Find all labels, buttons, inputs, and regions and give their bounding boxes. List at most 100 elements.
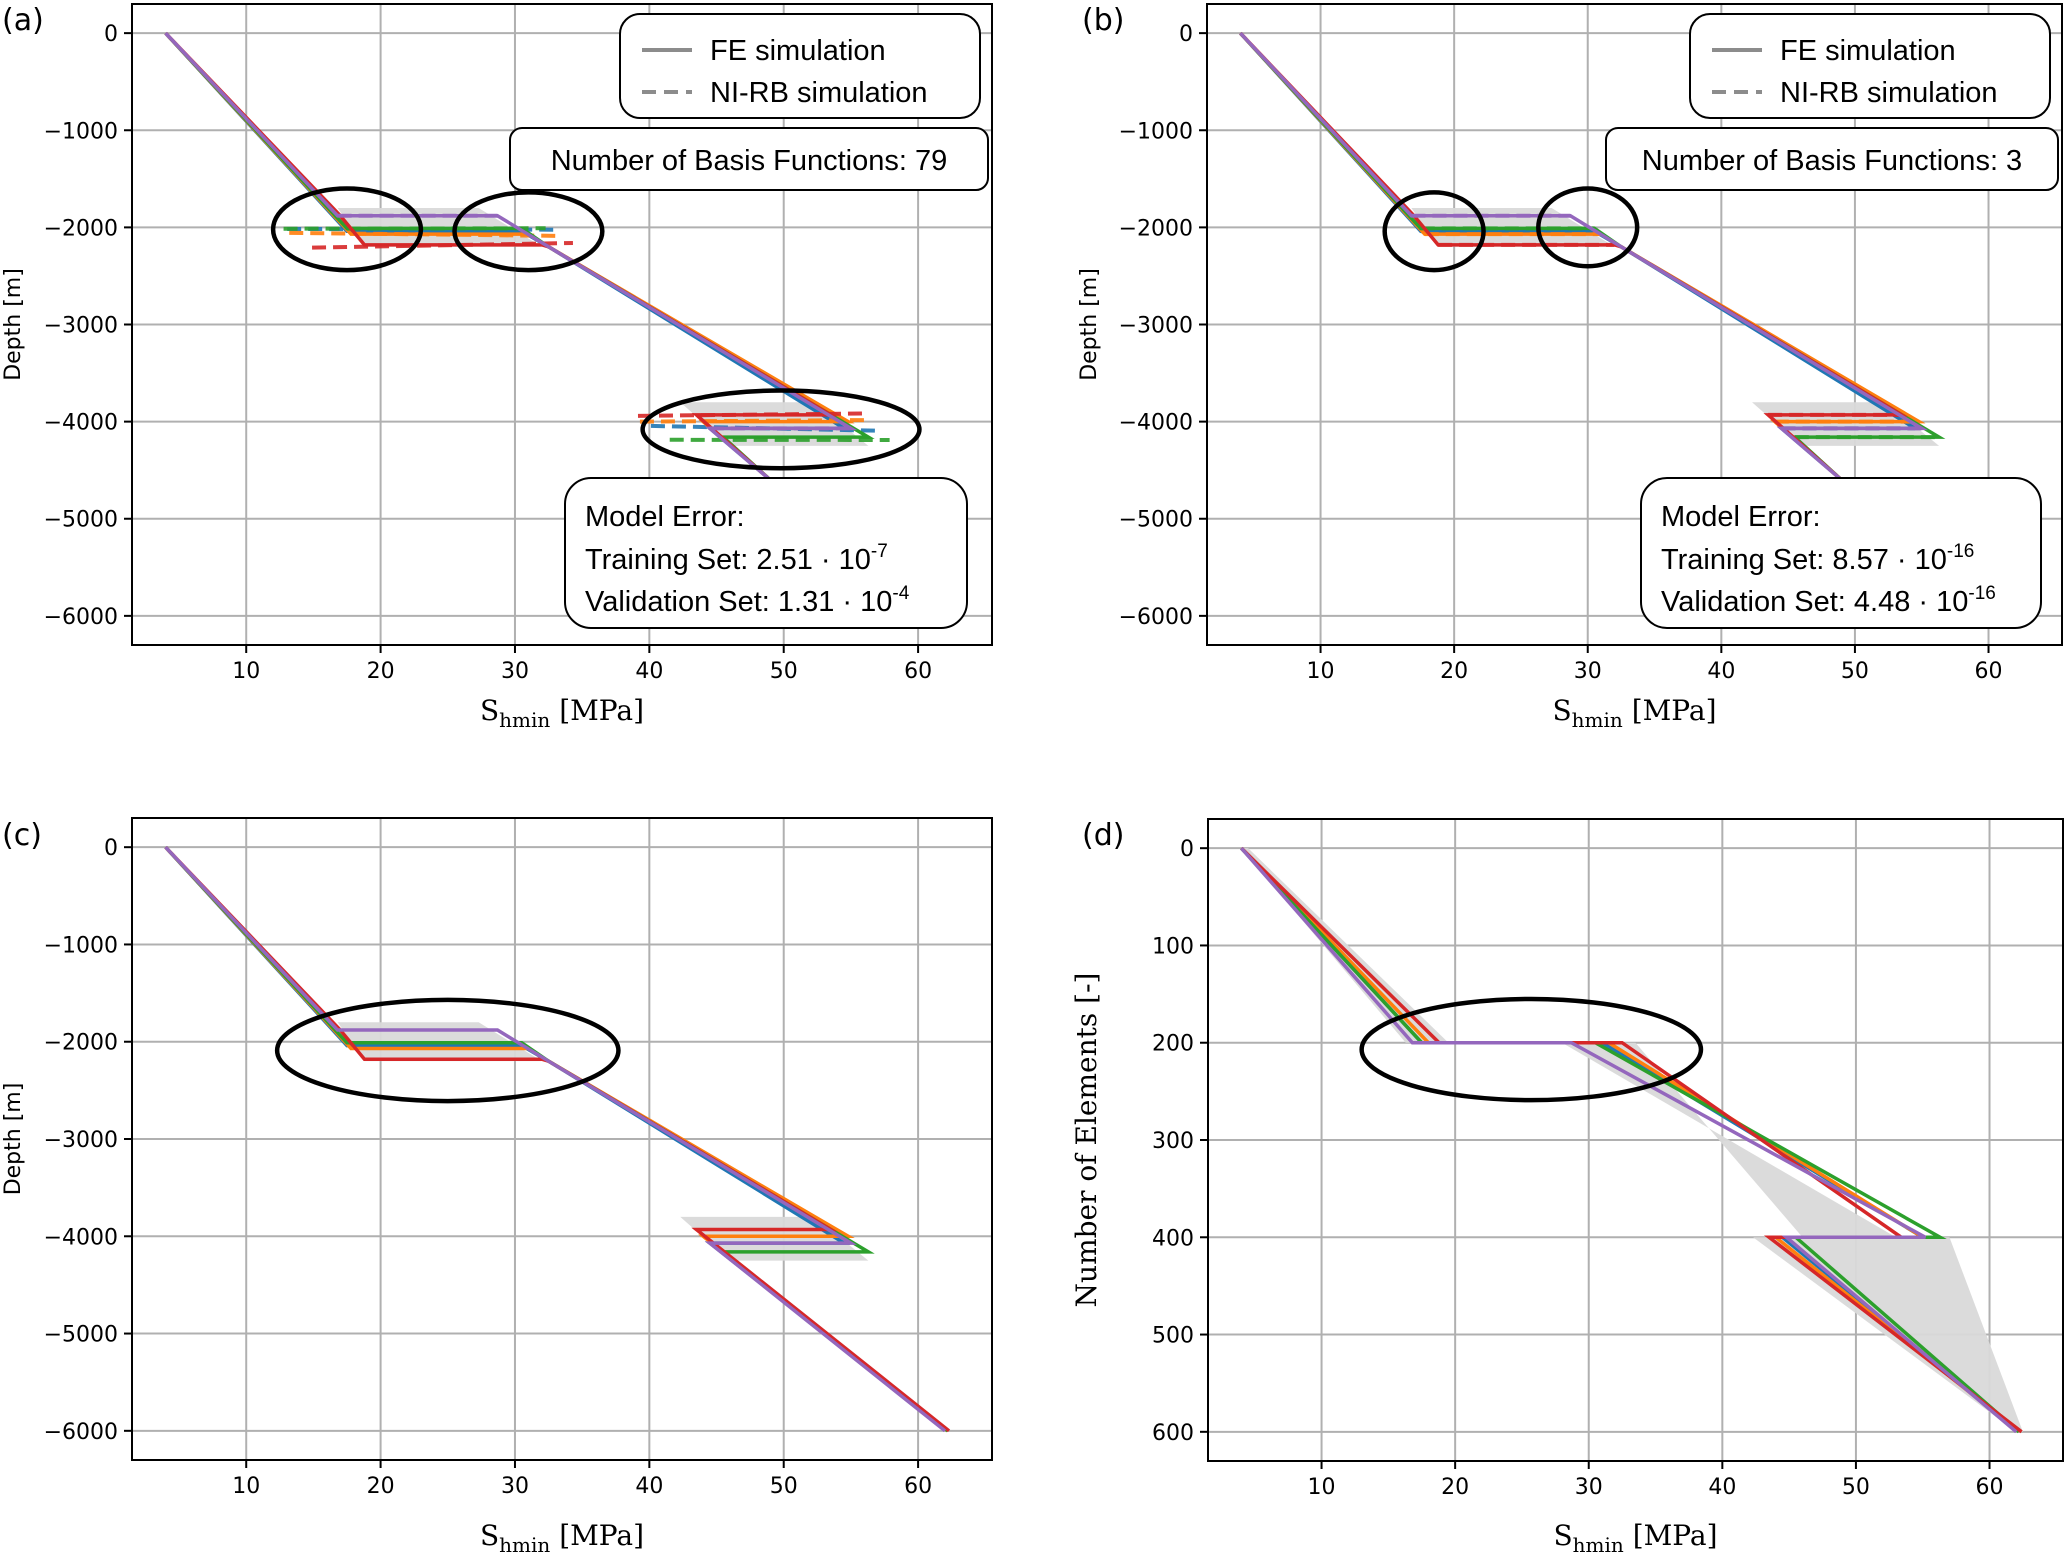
y-tick-label: 0 [104,836,118,861]
y-tick-label: −4000 [44,1225,118,1250]
validation-error: Validation Set: 4.48 · 10-16 [1661,583,1996,618]
y-tick-label: −3000 [1119,314,1193,339]
y-tick-label: −5000 [1119,508,1193,533]
series-line-red [1240,846,2023,1434]
legend-entry-label: FE simulation [710,35,886,67]
x-axis-label: Shmin [MPa] [1553,1519,1717,1555]
y-tick-label: 200 [1152,1032,1194,1057]
x-axis-label-sub: hmin [1572,708,1623,732]
x-tick-label: 40 [635,659,663,684]
panel-label: (d) [1082,818,1124,853]
y-tick-label: −4000 [44,411,118,436]
panel-b: 10 20 30 40 50 60 0 −1000 −2000 −3000 −4000 −5000 −6… [1077,3,2063,732]
basis-functions-box: Number of Basis Functions: 79 [509,127,989,191]
panel-label: (b) [1082,3,1124,38]
y-tick-label: −2000 [1119,216,1193,241]
series-line-green [1240,846,2021,1434]
y-tick-label: −6000 [44,605,118,630]
model-error-frame [564,477,968,629]
training-error-exponent: -7 [871,541,888,562]
y-tick-label: 0 [104,22,118,47]
y-tick-label: −1000 [44,933,118,958]
x-tick-label: 20 [367,659,395,684]
x-axis-label-main: S [1552,694,1571,727]
x-axis-label-unit: [MPa] [1623,694,1717,727]
grid [132,818,992,1460]
basis-functions-frame [1605,127,2059,191]
x-tick-label: 50 [770,659,798,684]
y-tick-label: −1000 [44,119,118,144]
x-tick-label: 30 [501,1474,529,1499]
y-tick-label: −2000 [44,216,118,241]
highlight-ellipse [1536,186,1640,269]
x-axis-label-unit: [MPa] [550,1519,644,1552]
y-tick-label: −6000 [44,1420,118,1445]
x-tick-label: 40 [1707,659,1735,684]
y-axis-label: Depth [m] [1,1083,26,1196]
highlight-ellipse [274,997,621,1104]
y-tick-label: 100 [1152,934,1194,959]
x-tick-label: 30 [1574,659,1602,684]
y-axis-label: Number of Elements [-] [1070,973,1103,1308]
x-axis-label-unit: [MPa] [1624,1519,1718,1552]
x-axis-label: Shmin [MPa] [1552,694,1716,732]
y-tick-label: −1000 [1119,119,1193,144]
training-error: Training Set: 8.57 · 10-16 [1661,541,1974,576]
highlight-ellipse [270,186,424,273]
x-axis-label-sub: hmin [499,1533,550,1555]
highlight-ellipse [640,388,922,471]
x-tick-label: 10 [1307,659,1335,684]
y-tick-label: −6000 [1119,605,1193,630]
y-tick-label: −5000 [44,1323,118,1348]
x-axis-label-main: S [480,1519,499,1552]
x-tick-label: 10 [1308,1475,1336,1500]
x-axis-label-sub: hmin [499,708,550,732]
y-tick-label: −5000 [44,508,118,533]
x-axis-label-sub: hmin [1573,1533,1624,1555]
plot-area [164,845,951,1433]
highlight-ellipse [452,190,605,273]
basis-functions-box: Number of Basis Functions: 3 [1605,127,2059,191]
y-axis-label: Depth [m] [1,268,26,381]
x-tick-label: 30 [501,659,529,684]
model-error-box: Model Error:Training Set: 8.57 · 10-16Va… [1640,477,2042,629]
series-line-purple [164,845,947,1433]
legend: FE simulation NI-RB simulation [619,13,981,119]
model-error-title: Model Error: [585,501,745,533]
x-tick-label: 60 [904,1474,932,1499]
y-tick-label: −2000 [44,1031,118,1056]
x-tick-label: 50 [770,1474,798,1499]
y-tick-label: 400 [1152,1226,1194,1251]
training-error-exponent: -16 [1947,541,1974,562]
x-tick-label: 50 [1842,1475,1870,1500]
training-error-value: Training Set: 8.57 · 10 [1661,544,1947,576]
validation-error: Validation Set: 1.31 · 10-4 [585,583,910,618]
basis-functions-text: Number of Basis Functions: 79 [551,145,948,177]
x-tick-label: 20 [1441,1475,1469,1500]
highlight-ellipse [1382,190,1486,273]
x-axis-label-unit: [MPa] [550,694,644,727]
panel-d: 10 20 30 40 50 600100200300400500600(d)Number… [1070,818,2064,1555]
y-tick-label: 300 [1152,1129,1194,1154]
legend-entry-label: NI-RB simulation [710,77,928,109]
series-dashed-red [312,240,573,250]
model-error-frame [1640,477,2042,629]
validation-error-exponent: -4 [892,583,909,604]
x-axis-label: Shmin [MPa] [480,694,644,732]
panel-a: 10 20 30 40 50 60 0 −1000 −2000 −3000 −4000 −5000 −6… [1,3,993,732]
validation-error-value: Validation Set: 4.48 · 10 [1661,586,1968,618]
basis-functions-text: Number of Basis Functions: 3 [1642,145,2022,177]
x-tick-label: 50 [1841,659,1869,684]
basis-functions-frame [509,127,989,191]
y-tick-label: 0 [1179,22,1193,47]
legend-box [1689,13,2051,119]
legend-box [619,13,981,119]
panel-label: (a) [2,3,44,38]
x-tick-label: 20 [367,1474,395,1499]
validation-error-exponent: -16 [1968,583,1995,604]
x-tick-label: 10 [232,1474,260,1499]
validation-error-value: Validation Set: 1.31 · 10 [585,586,892,618]
y-axis-label: Depth [m] [1077,268,1102,381]
y-tick-label: −3000 [44,1128,118,1153]
